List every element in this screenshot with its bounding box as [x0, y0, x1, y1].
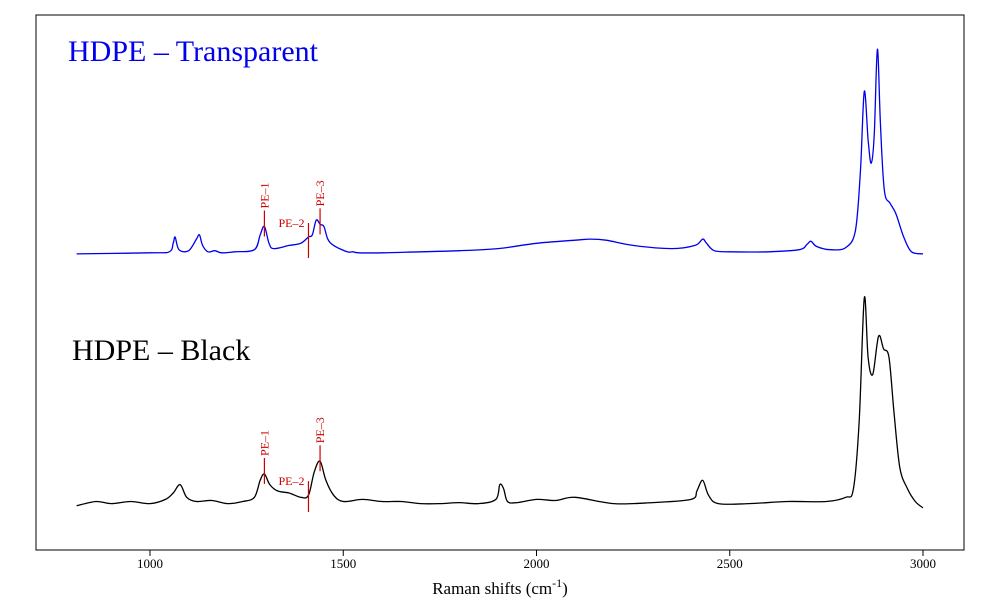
x-axis-title: Raman shifts (cm-1)	[432, 576, 568, 598]
panel-label-transparent: HDPE – Transparent	[68, 35, 319, 68]
x-tick-label-1500: 1500	[330, 556, 356, 571]
x-axis-unit-close: )	[562, 579, 568, 598]
x-tick-label-2000: 2000	[524, 556, 550, 571]
peak-label-1-1296: PE–1	[257, 430, 271, 456]
plot-frame	[35, 14, 965, 551]
peak-label-0-1410: PE–2	[278, 216, 304, 230]
panel-label-black: HDPE – Black	[72, 334, 250, 367]
series-layer	[76, 48, 924, 509]
peak-label-1-1440: PE–3	[313, 417, 327, 443]
x-tick-label-1000: 1000	[137, 556, 163, 571]
peak-label-0-1296: PE–1	[257, 182, 271, 208]
peak-label-1-1410: PE–2	[278, 474, 304, 488]
series-line-0	[76, 48, 924, 255]
x-axis-unit-open: (	[521, 579, 531, 598]
x-axis: 1000 1500 2000 2500 3000	[137, 550, 936, 571]
x-tick-label-3000: 3000	[910, 556, 936, 571]
x-tick-label-2500: 2500	[717, 556, 743, 571]
x-axis-unit-exp: -1	[552, 576, 562, 590]
x-axis-unit-base: cm	[531, 579, 552, 598]
x-axis-title-text: Raman shifts	[432, 579, 521, 598]
series-line-1	[76, 296, 924, 509]
peak-marker-layer: PE–1 PE–2 PE–3 PE–1 PE–2 PE–3	[257, 180, 327, 512]
peak-label-0-1440: PE–3	[313, 180, 327, 206]
